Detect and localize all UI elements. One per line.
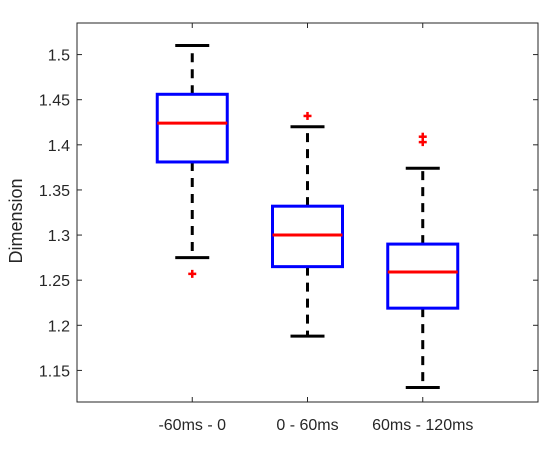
y-tick-label: 1.25 xyxy=(39,273,70,290)
x-axis: -60ms - 0 0 - 60ms 60ms - 120ms xyxy=(158,23,473,434)
box-iqr xyxy=(386,242,460,310)
x-tick-label: 0 - 60ms xyxy=(276,417,338,434)
y-tick-label: 1.4 xyxy=(48,138,70,155)
box-iqr xyxy=(155,92,229,164)
y-tick-label: 1.35 xyxy=(39,183,70,200)
x-tick-label: 60ms - 120ms xyxy=(372,417,473,434)
outlier-marker xyxy=(303,111,312,120)
plot-frame xyxy=(76,22,539,403)
y-tick-label: 1.45 xyxy=(39,93,70,110)
outlier-marker xyxy=(418,132,427,141)
y-tick-label: 1.15 xyxy=(39,363,70,380)
y-axis: 1.15 1.2 1.25 1.3 1.35 1.4 1.45 1.5 xyxy=(39,48,538,380)
box-group xyxy=(386,132,460,390)
box-group xyxy=(155,44,229,278)
y-tick-label: 1.2 xyxy=(48,318,70,335)
outlier-marker xyxy=(188,269,197,278)
y-tick-label: 1.3 xyxy=(48,228,70,245)
x-tick-label: -60ms - 0 xyxy=(158,417,226,434)
box-series xyxy=(155,44,460,390)
y-axis-label: Dimension xyxy=(6,178,26,263)
box-group xyxy=(271,111,344,338)
y-tick-label: 1.5 xyxy=(48,48,70,65)
